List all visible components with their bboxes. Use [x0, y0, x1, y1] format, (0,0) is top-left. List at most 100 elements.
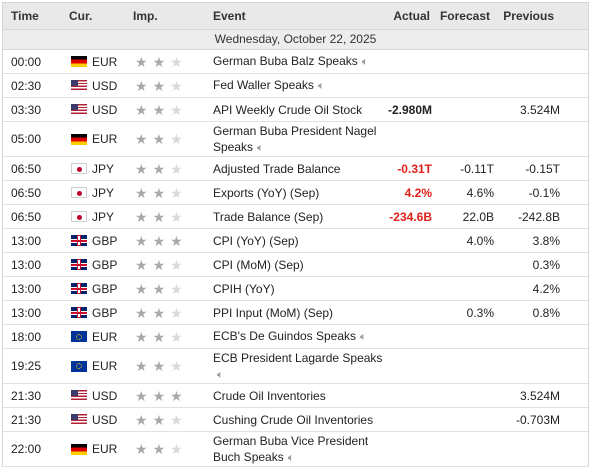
- event-currency-cell: JPY: [53, 210, 133, 224]
- star-icon: ★: [152, 53, 166, 70]
- forecast-value: 22.0B: [462, 209, 494, 224]
- event-name-text: Crude Oil Inventories: [213, 388, 326, 403]
- table-row[interactable]: 06:50 JPY ★ ★ ★ Adjusted Trade Balance -0.31T -…: [3, 157, 588, 181]
- header-importance[interactable]: Imp.: [133, 9, 158, 23]
- star-icon: ★: [135, 77, 148, 94]
- event-name[interactable]: German Buba Balz Speaks 🔈︎: [213, 54, 376, 69]
- star-icon: ★: [170, 387, 183, 404]
- forecast-value: 4.0%: [466, 233, 494, 248]
- table-row[interactable]: 18:00 EUR ★ ★ ★ ECB's De Guindos Speaks 🔈︎: [3, 325, 588, 349]
- event-currency-cell: USD: [53, 103, 133, 117]
- currency-code: GBP: [92, 281, 118, 296]
- speaker-icon: 🔈︎: [217, 368, 224, 381]
- table-row[interactable]: 13:00 GBP ★ ★ ★ PPI Input (MoM) (Sep) 0.3% 0.8%: [3, 301, 588, 325]
- event-time: 13:00: [11, 305, 42, 320]
- table-row[interactable]: 19:25 EUR ★ ★ ★ ECB President Lagarde Speaks 🔈…: [3, 349, 588, 384]
- eu-flag-icon: [71, 360, 87, 372]
- importance-stars: ★ ★ ★: [133, 282, 213, 296]
- event-currency-cell: JPY: [53, 162, 133, 176]
- table-row[interactable]: 21:30 USD ★ ★ ★ Crude Oil Inventories 3.524M: [3, 384, 588, 408]
- event-name-text: German Buba Balz Speaks: [213, 54, 358, 68]
- forecast-value: -0.11T: [460, 161, 494, 176]
- event-name[interactable]: German Buba Vice President Buch Speaks 🔈︎: [213, 433, 376, 466]
- event-name[interactable]: ECB's De Guindos Speaks 🔈︎: [213, 329, 376, 344]
- star-icon: ★: [152, 411, 166, 428]
- header-actual[interactable]: Actual: [393, 9, 430, 23]
- event-time: 21:30: [11, 388, 42, 403]
- table-row[interactable]: 21:30 USD ★ ★ ★ Cushing Crude Oil Inventories…: [3, 408, 588, 432]
- event-name[interactable]: CPI (MoM) (Sep): [213, 258, 376, 272]
- gb-flag-icon: [71, 259, 87, 270]
- star-icon: ★: [170, 101, 183, 118]
- event-name-text: PPI Input (MoM) (Sep): [213, 305, 334, 320]
- table-row[interactable]: 05:00 EUR ★ ★ ★ German Buba President Nagel Sp…: [3, 122, 588, 157]
- star-icon: ★: [170, 208, 183, 225]
- event-name[interactable]: Adjusted Trade Balance: [213, 162, 376, 176]
- importance-stars: ★ ★ ★: [133, 413, 213, 427]
- previous-value: -0.703M: [515, 412, 560, 427]
- star-icon: ★: [170, 131, 183, 147]
- table-row[interactable]: 00:00 EUR ★ ★ ★ German Buba Balz Speaks 🔈︎: [3, 50, 588, 74]
- table-row[interactable]: 13:00 GBP ★ ★ ★ CPI (MoM) (Sep) 0.3%: [3, 253, 588, 277]
- jp-flag-icon: [71, 163, 87, 174]
- star-icon: ★: [135, 387, 148, 404]
- de-flag-icon: [71, 56, 87, 67]
- previous-value: 0.8%: [532, 305, 560, 320]
- currency-code: EUR: [92, 54, 118, 69]
- star-icon: ★: [152, 387, 166, 404]
- header-time[interactable]: Time: [11, 9, 39, 23]
- event-currency-cell: GBP: [53, 306, 133, 320]
- event-name-text: Fed Waller Speaks: [213, 78, 314, 92]
- header-previous[interactable]: Previous: [503, 9, 554, 23]
- header-forecast[interactable]: Forecast: [439, 9, 490, 23]
- event-name[interactable]: ECB President Lagarde Speaks 🔈︎: [213, 350, 382, 383]
- star-icon: ★: [152, 208, 166, 225]
- currency-code: USD: [92, 388, 118, 403]
- event-name[interactable]: Exports (YoY) (Sep): [213, 186, 376, 200]
- event-time: 03:30: [11, 102, 42, 117]
- currency-code: EUR: [92, 132, 118, 146]
- table-row[interactable]: 06:50 JPY ★ ★ ★ Exports (YoY) (Sep) 4.2% 4.6% -0…: [3, 181, 588, 205]
- event-name[interactable]: German Buba President Nagel Speaks 🔈︎: [213, 123, 376, 156]
- event-name[interactable]: API Weekly Crude Oil Stock: [213, 103, 376, 117]
- importance-stars: ★ ★ ★: [133, 258, 213, 272]
- star-icon: ★: [135, 328, 148, 345]
- event-name[interactable]: Cushing Crude Oil Inventories: [213, 413, 376, 427]
- table-row[interactable]: 03:30 USD ★ ★ ★ API Weekly Crude Oil Stock -2.…: [3, 98, 588, 122]
- event-currency-cell: USD: [53, 79, 133, 93]
- us-flag-icon: [71, 390, 87, 401]
- currency-code: USD: [92, 78, 118, 93]
- table-row[interactable]: 06:50 JPY ★ ★ ★ Trade Balance (Sep) -234.6B 22.…: [3, 205, 588, 229]
- header-currency[interactable]: Cur.: [69, 9, 93, 23]
- event-currency-cell: JPY: [53, 186, 133, 200]
- event-name[interactable]: Trade Balance (Sep): [213, 210, 376, 224]
- table-row[interactable]: 13:00 GBP ★ ★ ★ CPI (YoY) (Sep) 4.0% 3.8%: [3, 229, 588, 253]
- table-row[interactable]: 13:00 GBP ★ ★ ★ CPIH (YoY) 4.2%: [3, 277, 588, 301]
- event-time: 05:00: [11, 132, 42, 146]
- event-name[interactable]: Fed Waller Speaks 🔈︎: [213, 78, 376, 93]
- importance-stars: ★ ★ ★: [133, 132, 213, 146]
- event-name[interactable]: Crude Oil Inventories: [213, 389, 376, 403]
- star-icon: ★: [135, 53, 148, 70]
- table-row[interactable]: 22:00 EUR ★ ★ ★ German Buba Vice President Buc…: [3, 432, 588, 467]
- jp-flag-icon: [71, 187, 87, 198]
- actual-value: -234.6B: [389, 209, 432, 224]
- speaker-icon: 🔈︎: [257, 141, 264, 154]
- star-icon: ★: [152, 232, 166, 249]
- event-name[interactable]: CPI (YoY) (Sep): [213, 234, 376, 248]
- event-name-text: Cushing Crude Oil Inventories: [213, 412, 374, 427]
- event-name-line-1: German Buba President Nagel: [213, 123, 377, 138]
- currency-code: GBP: [92, 305, 118, 320]
- table-row[interactable]: 02:30 USD ★ ★ ★ Fed Waller Speaks 🔈︎: [3, 74, 588, 98]
- us-flag-icon: [71, 80, 87, 91]
- de-flag-icon: [71, 133, 87, 145]
- event-name[interactable]: PPI Input (MoM) (Sep): [213, 306, 376, 320]
- event-currency-cell: EUR: [53, 442, 133, 456]
- actual-value: -0.31T: [397, 161, 432, 176]
- star-icon: ★: [170, 160, 183, 177]
- header-event[interactable]: Event: [213, 9, 246, 23]
- star-icon: ★: [135, 101, 148, 118]
- event-time: 19:25: [11, 359, 42, 373]
- star-icon: ★: [152, 77, 166, 94]
- event-name[interactable]: CPIH (YoY): [213, 282, 376, 296]
